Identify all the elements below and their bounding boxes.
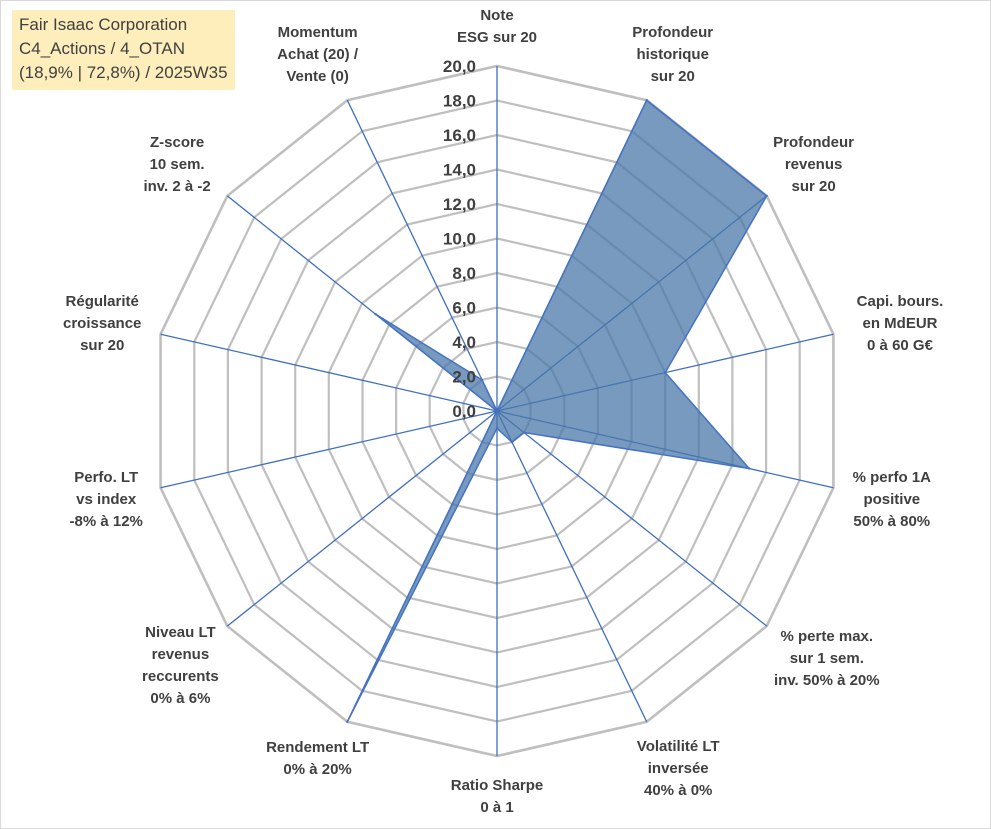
data-point <box>510 440 514 444</box>
tick-label: 20,0 <box>443 57 476 76</box>
portfolio-category: C4_Actions / 4_OTAN <box>19 39 185 58</box>
axis-spoke <box>160 333 498 412</box>
data-point <box>346 720 349 723</box>
data-point <box>522 431 526 434</box>
data-point <box>480 378 484 382</box>
axis-spoke <box>496 410 768 627</box>
axis-label: % perfo 1A positive 50% à 80% <box>853 469 932 530</box>
series-area <box>346 99 768 723</box>
axis-label: Profondeur historique sur 20 <box>632 24 713 85</box>
data-point <box>748 467 751 470</box>
tick-label: 10,0 <box>443 230 476 249</box>
axis-label: Capi. bours. en MdEUR 0 à 60 G€ <box>857 293 944 354</box>
stats-period: (18,9% | 72,8%) / 2025W35 <box>19 63 228 82</box>
axis-label: % perte max. sur 1 sem. inv. 50% à 20% <box>774 628 880 689</box>
axis-label: Volatilité LT inversée 40% à 0% <box>637 738 720 799</box>
axis-spoke <box>160 410 498 489</box>
axis-label: Z-score 10 sem. inv. 2 à -2 <box>143 134 210 195</box>
axis-spoke <box>496 410 648 723</box>
axis-label: Profondeur revenus sur 20 <box>773 134 854 195</box>
info-box: Fair Isaac Corporation C4_Actions / 4_OT… <box>12 10 235 90</box>
axis-labels: Note ESG sur 20 Profondeur historique sur 20… <box>63 7 943 816</box>
tick-label: 16,0 <box>443 126 476 145</box>
axis-label: Ratio Sharpe 0 à 1 <box>451 777 544 816</box>
axis-label: Note ESG sur 20 <box>457 7 537 46</box>
tick-label: 14,0 <box>443 161 476 180</box>
axis-label: Niveau LT revenus reccurents 0% à 6% <box>142 624 219 707</box>
data-point <box>374 313 377 316</box>
axis-label: Perfo. LT vs index -8% à 12% <box>70 469 143 530</box>
data-point <box>765 194 768 198</box>
company-name: Fair Isaac Corporation <box>19 15 188 34</box>
axis-spoke <box>226 410 498 627</box>
radar-series <box>346 99 768 723</box>
tick-label: 18,0 <box>443 92 476 111</box>
data-point <box>664 371 667 374</box>
axis-label: Rendement LT 0% à 20% <box>266 739 369 778</box>
tick-label: 6,0 <box>452 299 476 318</box>
tick-label: 2,0 <box>452 368 476 387</box>
tick-label: 0,0 <box>452 402 476 421</box>
data-point <box>495 409 499 413</box>
data-point <box>495 427 499 430</box>
axis-label: Régularité croissance sur 20 <box>63 293 141 354</box>
axis-spoke <box>346 99 498 412</box>
axis-label: Momentum Achat (20) / Vente (0) <box>277 24 359 85</box>
data-point <box>645 99 648 102</box>
tick-label: 12,0 <box>443 195 476 214</box>
tick-label: 4,0 <box>452 333 476 352</box>
radial-tick-labels: 0,0 2,0 4,0 6,0 8,0 10,0 12,0 14,0 16,0 18,0 20,0 <box>443 57 476 421</box>
tick-label: 8,0 <box>452 264 476 283</box>
